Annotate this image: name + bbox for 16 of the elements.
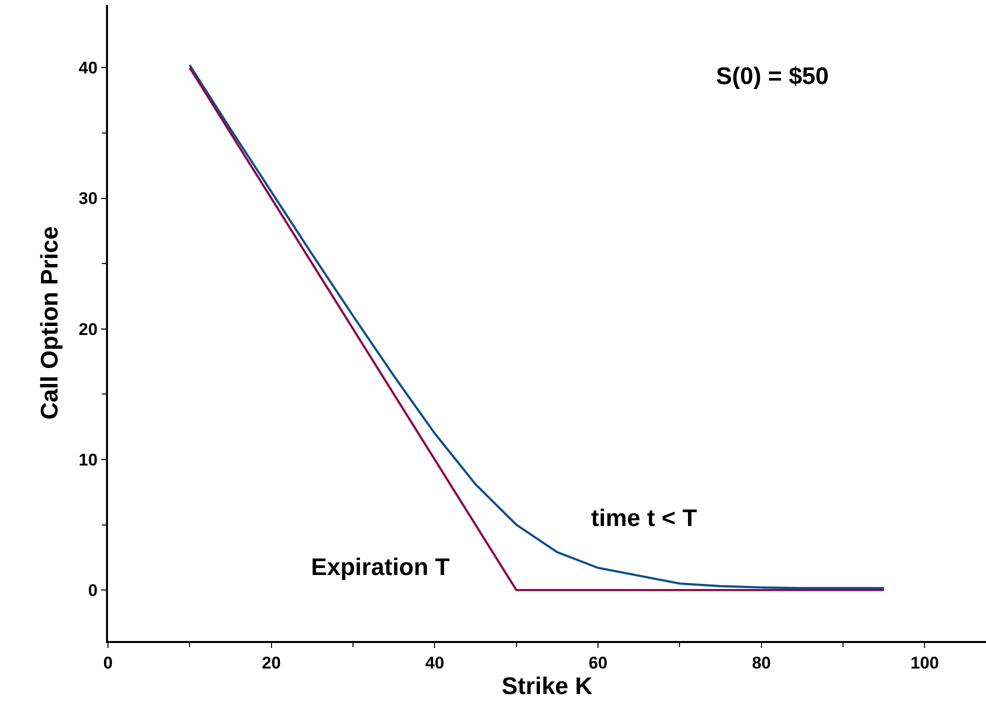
x-tick-label: 0 xyxy=(103,653,113,672)
annotation: Expiration T xyxy=(311,554,450,581)
annotation: time t < T xyxy=(591,505,698,532)
y-tick-label: 30 xyxy=(78,189,98,208)
x-tick-label: 40 xyxy=(425,653,444,672)
annotation: S(0) = $50 xyxy=(716,63,829,90)
y-tick-label: 0 xyxy=(88,581,98,600)
x-tick-label: 20 xyxy=(262,653,281,672)
y-tick-label: 10 xyxy=(78,450,98,470)
y-tick-label: 20 xyxy=(78,320,98,339)
x-axis-title: Strike K xyxy=(502,673,594,700)
y-tick-label: 40 xyxy=(78,58,98,78)
x-tick-label: 100 xyxy=(910,653,939,672)
x-tick-label: 80 xyxy=(752,653,771,672)
x-tick-label: 60 xyxy=(588,653,608,672)
y-axis-title: Call Option Price xyxy=(36,226,64,420)
